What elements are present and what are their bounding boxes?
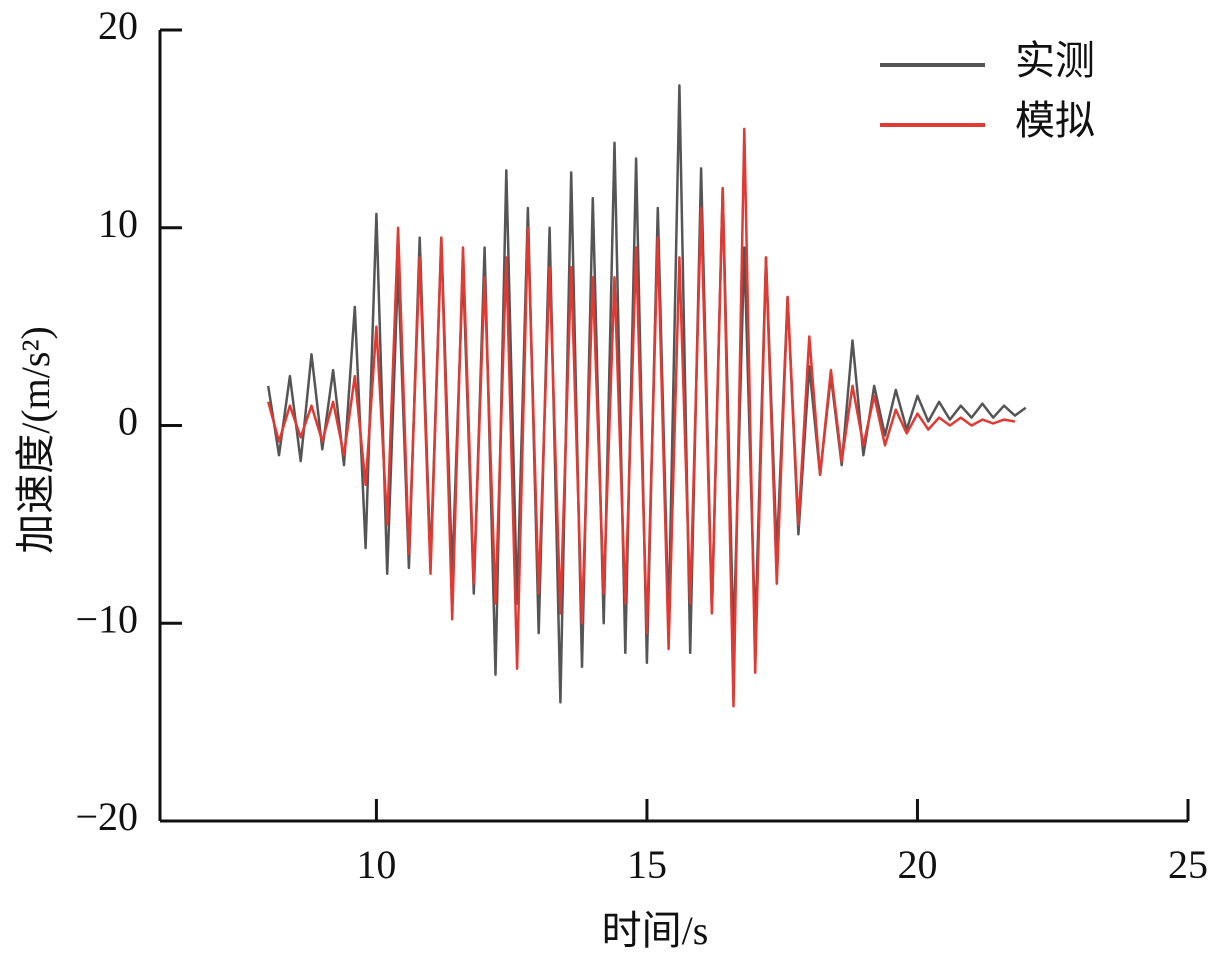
data-line — [266, 127, 1016, 708]
x-tick-label: 15 — [627, 842, 667, 887]
y-tick-label: 20 — [98, 3, 138, 48]
y-axis-label: 加速度/(m/s²) — [13, 326, 58, 554]
y-tick-label: −10 — [75, 596, 138, 641]
x-tick-label: 10 — [356, 842, 396, 887]
data-line — [266, 84, 1027, 704]
legend-label: 实测 — [1015, 38, 1095, 83]
y-tick-label: 0 — [118, 399, 138, 444]
x-tick-label: 25 — [1168, 842, 1208, 887]
y-tick-label: 10 — [98, 201, 138, 246]
legend-label: 模拟 — [1015, 98, 1095, 143]
y-tick-label: −20 — [75, 794, 138, 839]
x-tick-label: 20 — [897, 842, 937, 887]
x-axis-label: 时间/s — [602, 908, 709, 953]
